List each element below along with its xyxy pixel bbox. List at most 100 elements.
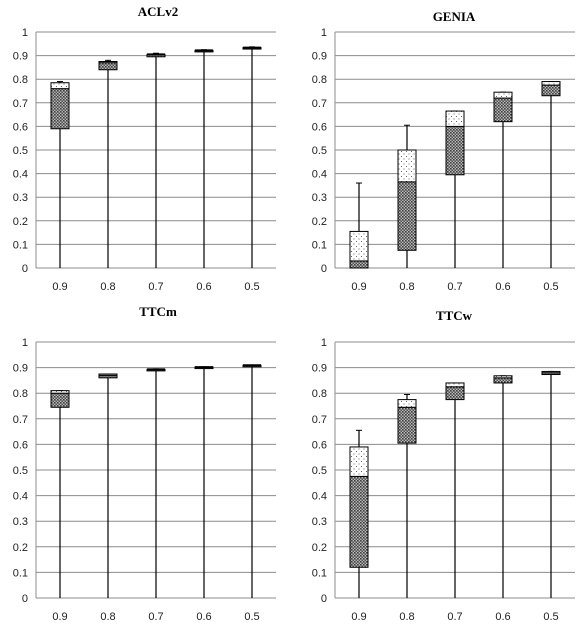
box-0.6: 0.6 bbox=[493, 91, 513, 293]
y-tick-label: 0 bbox=[22, 263, 28, 275]
y-tick-label: 0.6 bbox=[312, 439, 327, 451]
x-tick-label: 0.9 bbox=[52, 281, 67, 293]
box-0.9: 0.9 bbox=[349, 429, 369, 623]
x-tick-label: 0.7 bbox=[148, 281, 163, 293]
chart-panel-ttcw: TTCw 0 0.1 0.2 0.3 0.4 0.5 0.6 0.7 0.8 0.9 1 0.9 0.8 0… bbox=[312, 308, 575, 623]
y-tick-label: 0.3 bbox=[312, 192, 327, 204]
x-tick-label: 0.8 bbox=[100, 281, 115, 293]
y-tick-label: 0.6 bbox=[13, 121, 28, 133]
box-upper bbox=[541, 81, 561, 86]
y-tick-label: 0.4 bbox=[13, 169, 28, 181]
x-tick-label: 0.7 bbox=[447, 611, 462, 623]
box-lower bbox=[445, 386, 465, 401]
x-tick-label: 0.7 bbox=[148, 611, 163, 623]
y-tick-label: 0.6 bbox=[13, 439, 28, 451]
y-tick-label: 0.8 bbox=[13, 74, 28, 86]
x-tick-label: 0.5 bbox=[543, 281, 558, 293]
y-tick-label: 0.2 bbox=[13, 542, 28, 554]
box-upper bbox=[98, 373, 118, 376]
x-tick-label: 0.8 bbox=[399, 281, 414, 293]
x-tick-label: 0.6 bbox=[495, 611, 510, 623]
chart-title: GENIA bbox=[433, 9, 476, 24]
box-lower bbox=[98, 62, 118, 71]
box-lower bbox=[349, 475, 369, 568]
box-upper bbox=[50, 390, 70, 394]
y-tick-label: 0.5 bbox=[312, 465, 327, 477]
x-tick-label: 0.7 bbox=[447, 281, 462, 293]
box-0.7: 0.7 bbox=[146, 368, 166, 623]
y-tick-label: 0.9 bbox=[312, 363, 327, 375]
box-lower bbox=[541, 84, 561, 97]
y-tick-label: 0.9 bbox=[13, 363, 28, 375]
x-tick-label: 0.6 bbox=[495, 281, 510, 293]
x-tick-label: 0.5 bbox=[244, 281, 259, 293]
box-0.8: 0.8 bbox=[98, 59, 118, 293]
y-tick-label: 0.7 bbox=[13, 98, 28, 110]
box-0.8: 0.8 bbox=[397, 393, 417, 623]
box-lower bbox=[397, 406, 417, 444]
y-tick-label: 0.7 bbox=[312, 98, 327, 110]
box-0.5: 0.5 bbox=[541, 81, 561, 293]
x-tick-label: 0.8 bbox=[100, 611, 115, 623]
y-tick-label: 0.2 bbox=[312, 542, 327, 554]
y-tick-label: 1 bbox=[22, 337, 28, 349]
box-lower bbox=[397, 181, 417, 251]
x-tick-label: 0.9 bbox=[52, 611, 67, 623]
box-0.8: 0.8 bbox=[98, 373, 118, 623]
box-0.7: 0.7 bbox=[445, 382, 465, 623]
box-0.9: 0.9 bbox=[50, 390, 70, 623]
box-0.8: 0.8 bbox=[397, 124, 417, 293]
y-tick-label: 0.5 bbox=[13, 465, 28, 477]
box-upper bbox=[397, 149, 417, 183]
y-tick-label: 0.8 bbox=[13, 388, 28, 400]
x-tick-label: 0.5 bbox=[244, 611, 259, 623]
box-upper bbox=[541, 370, 561, 374]
y-tick-label: 0 bbox=[22, 593, 28, 605]
box-upper bbox=[349, 446, 369, 477]
x-tick-label: 0.9 bbox=[351, 281, 366, 293]
y-tick-label: 0.1 bbox=[13, 567, 28, 579]
y-tick-label: 0.2 bbox=[312, 216, 327, 228]
y-tick-label: 1 bbox=[321, 337, 327, 349]
box-lower bbox=[445, 125, 465, 176]
y-tick-label: 0.1 bbox=[13, 239, 28, 251]
y-tick-label: 0.1 bbox=[312, 567, 327, 579]
box-0.7: 0.7 bbox=[146, 52, 166, 293]
box-0.5: 0.5 bbox=[242, 364, 262, 623]
box-upper bbox=[50, 82, 70, 90]
y-tick-label: 1 bbox=[321, 27, 327, 39]
y-tick-label: 0.1 bbox=[312, 239, 327, 251]
y-tick-label: 0.8 bbox=[312, 388, 327, 400]
y-tick-label: 0.4 bbox=[312, 169, 327, 181]
y-tick-label: 0.3 bbox=[312, 516, 327, 528]
y-tick-label: 0.5 bbox=[312, 145, 327, 157]
box-lower bbox=[493, 377, 513, 384]
x-tick-label: 0.6 bbox=[196, 611, 211, 623]
y-tick-label: 0.3 bbox=[13, 516, 28, 528]
y-tick-label: 0.5 bbox=[13, 145, 28, 157]
box-0.9: 0.9 bbox=[349, 182, 369, 293]
y-tick-label: 0.4 bbox=[13, 491, 28, 503]
box-upper bbox=[493, 375, 513, 379]
chart-title: ACLv2 bbox=[138, 4, 178, 19]
y-tick-label: 0.7 bbox=[312, 414, 327, 426]
box-0.5: 0.5 bbox=[242, 46, 262, 293]
y-tick-label: 0.4 bbox=[312, 491, 327, 503]
y-tick-label: 0 bbox=[321, 263, 327, 275]
x-tick-label: 0.5 bbox=[543, 611, 558, 623]
box-0.7: 0.7 bbox=[445, 110, 465, 293]
chart-title: TTCw bbox=[436, 308, 473, 323]
box-upper bbox=[349, 230, 369, 262]
chart-panel-genia: GENIA 0 0.1 0.2 0.3 0.4 0.5 0.6 0.7 0.8 0.9 1 0.9 0.8… bbox=[312, 9, 575, 293]
box-0.6: 0.6 bbox=[493, 375, 513, 623]
y-tick-label: 1 bbox=[22, 27, 28, 39]
y-tick-label: 0.3 bbox=[13, 192, 28, 204]
x-tick-label: 0.8 bbox=[399, 611, 414, 623]
box-lower bbox=[493, 97, 513, 123]
box-lower bbox=[349, 260, 369, 269]
y-tick-label: 0.6 bbox=[312, 121, 327, 133]
x-tick-label: 0.9 bbox=[351, 611, 366, 623]
y-tick-label: 0.2 bbox=[13, 216, 28, 228]
box-upper bbox=[397, 399, 417, 408]
